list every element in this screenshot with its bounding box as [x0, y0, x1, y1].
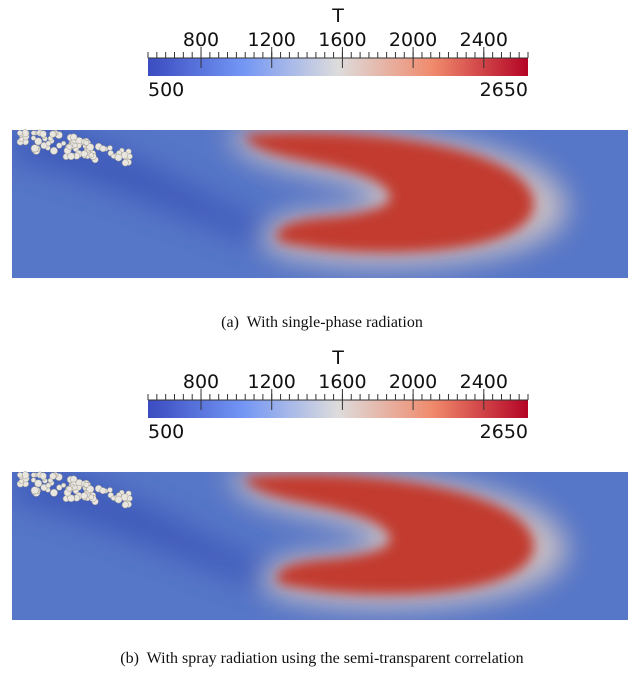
particle [81, 151, 88, 158]
temperature-field [12, 127, 628, 278]
particle [67, 486, 72, 491]
particle [19, 137, 24, 142]
particle [50, 489, 57, 496]
particle [50, 473, 57, 480]
tick-label: 1200 [248, 371, 296, 393]
figure: T 800 1200 1600 2000 2400 500 2650 (a) With sing… [0, 0, 644, 677]
particle [35, 138, 42, 145]
particle [127, 154, 132, 159]
particle [73, 485, 78, 490]
particle [68, 153, 75, 160]
particle [122, 502, 129, 509]
tick-label: 2000 [389, 371, 437, 393]
colorbar-title: T [331, 347, 344, 369]
particle [107, 487, 112, 492]
particle [17, 130, 22, 135]
particle [35, 480, 42, 487]
particle [31, 473, 36, 478]
particle [17, 472, 22, 477]
tick-label: 800 [183, 371, 219, 393]
particle [122, 160, 129, 167]
particle [40, 473, 47, 480]
particle [61, 141, 65, 145]
tick-label: 2400 [460, 371, 508, 393]
particle [115, 496, 122, 503]
particle [100, 145, 106, 151]
particle [67, 144, 72, 149]
tick-label: 800 [183, 29, 219, 51]
tick-label: 1600 [318, 371, 366, 393]
particle [81, 493, 88, 500]
temperature-field [12, 469, 628, 620]
colorbar-min: 500 [148, 79, 184, 101]
particle [73, 143, 78, 148]
caption: (a) With single-phase radiation [221, 314, 423, 331]
particle [31, 131, 36, 136]
particle [87, 486, 94, 493]
particle [68, 495, 75, 502]
particle [115, 154, 122, 161]
particle [46, 483, 51, 488]
particle [107, 145, 112, 150]
tick-label: 2000 [389, 29, 437, 51]
colorbar [148, 58, 528, 76]
tick-label: 2400 [460, 29, 508, 51]
particle [100, 487, 106, 493]
particle [31, 145, 38, 152]
particle [127, 496, 132, 501]
page: T 800 1200 1600 2000 2400 500 2650 (a) With sing… [0, 0, 644, 677]
particle [87, 144, 94, 151]
colorbar-max: 2650 [480, 421, 528, 443]
colorbar-min: 500 [148, 421, 184, 443]
particle [89, 495, 94, 500]
colorbar-title: T [331, 5, 344, 27]
caption: (b) With spray radiation using the semi-… [120, 650, 523, 667]
colorbar [148, 400, 528, 418]
particle [46, 141, 51, 146]
particle [61, 483, 65, 487]
particle [50, 131, 57, 138]
particle [19, 479, 24, 484]
particle [50, 147, 57, 154]
colorbar-max: 2650 [480, 79, 528, 101]
tick-label: 1200 [248, 29, 296, 51]
particle [31, 487, 38, 494]
particle [40, 131, 47, 138]
particle [89, 153, 94, 158]
tick-label: 1600 [318, 29, 366, 51]
